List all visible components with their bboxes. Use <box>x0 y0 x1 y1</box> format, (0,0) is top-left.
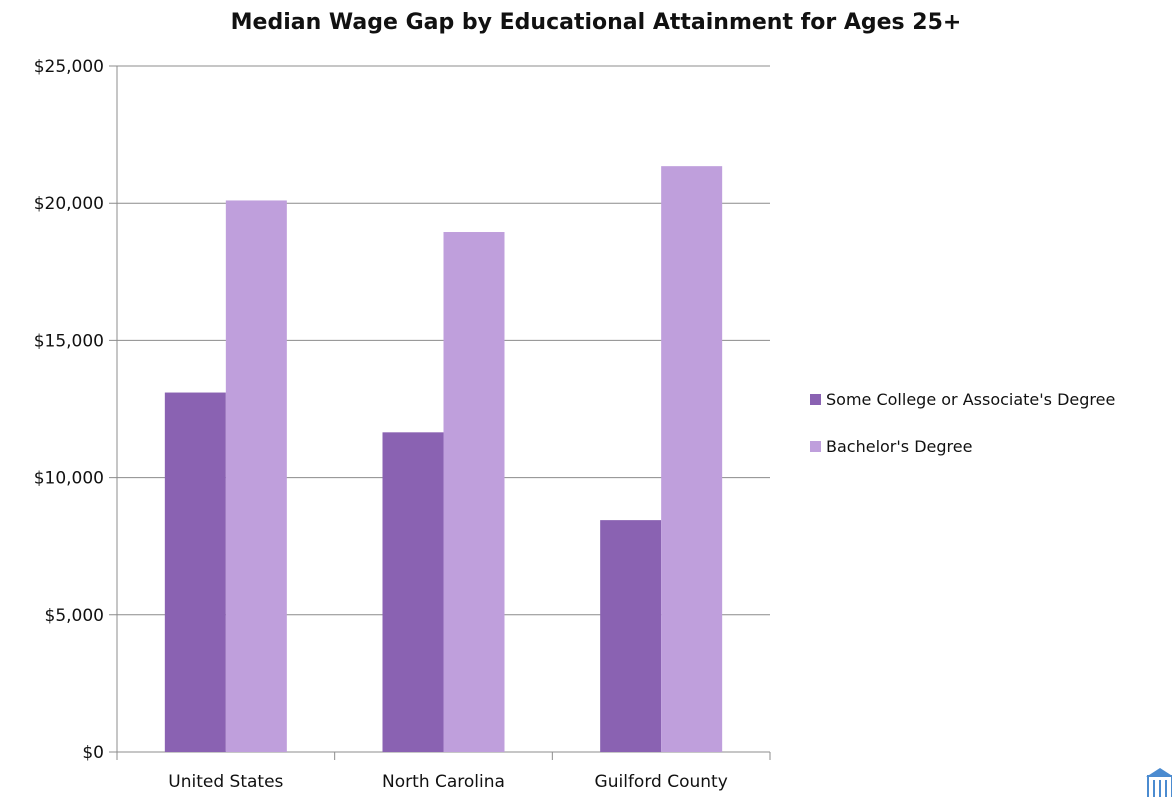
bar <box>382 432 444 752</box>
bar <box>225 200 287 752</box>
y-tick-label: $0 <box>82 743 104 763</box>
y-tick-label: $25,000 <box>34 57 104 77</box>
bar <box>443 232 505 753</box>
x-category-label: Guilford County <box>595 772 728 792</box>
legend-label: Some College or Associate's Degree <box>826 390 1115 409</box>
bar <box>600 520 662 752</box>
legend-label: Bachelor's Degree <box>826 437 972 456</box>
y-tick-label: $20,000 <box>34 194 104 214</box>
y-axis-ticks: $0 $5,000 $10,000 $15,000 $20,000 $25,000 <box>34 57 104 763</box>
y-tick-label: $15,000 <box>34 331 104 351</box>
x-category-label: North Carolina <box>382 772 505 792</box>
chart-title: Median Wage Gap by Educational Attainmen… <box>231 10 962 35</box>
x-axis-labels: United States North Carolina Guilford Coun… <box>168 772 728 792</box>
y-tick-label: $5,000 <box>45 606 104 626</box>
legend-swatch <box>810 394 821 405</box>
bars <box>164 166 723 753</box>
legend-swatch <box>810 441 821 452</box>
x-category-label: United States <box>168 772 283 792</box>
y-tick-label: $10,000 <box>34 469 104 489</box>
bar <box>661 166 723 752</box>
bar <box>164 392 226 752</box>
legend: Some College or Associate's Degree Bachel… <box>810 390 1115 456</box>
building-logo-icon <box>1146 768 1172 797</box>
